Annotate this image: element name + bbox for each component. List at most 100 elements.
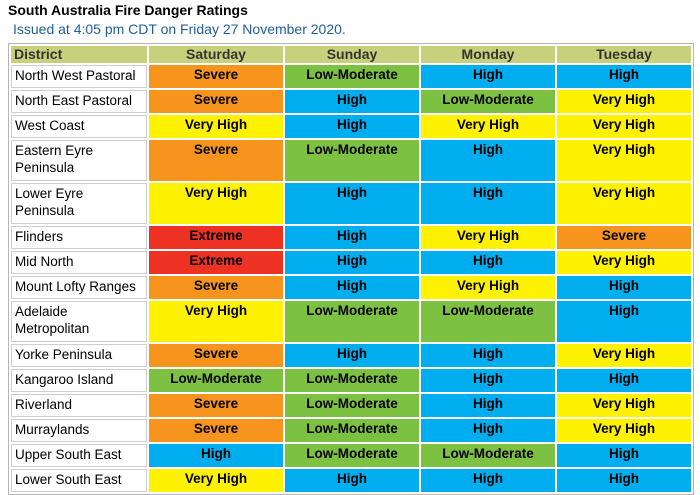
rating-cell: High <box>557 276 691 299</box>
rating-cell: Very High <box>149 115 283 138</box>
rating-cell: High <box>285 344 419 367</box>
district-name: Adelaide Metropolitan <box>11 301 147 342</box>
column-header-district: District <box>11 46 147 63</box>
district-name: Kangaroo Island <box>11 369 147 392</box>
rating-cell: High <box>421 369 555 392</box>
district-name: Lower South East <box>11 469 147 492</box>
rating-cell: Severe <box>149 394 283 417</box>
rating-cell: Severe <box>149 344 283 367</box>
rating-cell: Low-Moderate <box>149 369 283 392</box>
rating-cell: Very High <box>557 183 691 224</box>
rating-cell: High <box>421 394 555 417</box>
fire-danger-table: District Saturday Sunday Monday Tuesday … <box>8 43 694 495</box>
district-name: Riverland <box>11 394 147 417</box>
rating-cell: High <box>421 183 555 224</box>
table-row: Riverland Severe Low-Moderate High Very … <box>11 394 691 417</box>
rating-cell: High <box>557 301 691 342</box>
district-name: West Coast <box>11 115 147 138</box>
rating-cell: High <box>421 251 555 274</box>
table-header-row: District Saturday Sunday Monday Tuesday <box>11 46 691 63</box>
rating-cell: Very High <box>421 115 555 138</box>
rating-cell: High <box>421 344 555 367</box>
rating-cell: Very High <box>557 115 691 138</box>
rating-cell: High <box>557 369 691 392</box>
table-row: Murraylands Severe Low-Moderate High Ver… <box>11 419 691 442</box>
column-header-monday: Monday <box>421 46 555 63</box>
table-row: North East Pastoral Severe High Low-Mode… <box>11 90 691 113</box>
rating-cell: Very High <box>557 251 691 274</box>
district-name: Mount Lofty Ranges <box>11 276 147 299</box>
rating-cell: High <box>285 226 419 249</box>
district-name: Yorke Peninsula <box>11 344 147 367</box>
rating-cell: High <box>421 140 555 181</box>
rating-cell: High <box>285 115 419 138</box>
table-row: Lower South East Very High High High Hig… <box>11 469 691 492</box>
rating-cell: High <box>557 444 691 467</box>
rating-cell: High <box>285 469 419 492</box>
rating-cell: Very High <box>421 276 555 299</box>
rating-cell: Low-Moderate <box>285 65 419 88</box>
rating-cell: Low-Moderate <box>285 394 419 417</box>
table-row: Adelaide Metropolitan Very High Low-Mode… <box>11 301 691 342</box>
district-name: North West Pastoral <box>11 65 147 88</box>
rating-cell: Very High <box>557 419 691 442</box>
rating-cell: Very High <box>149 301 283 342</box>
rating-cell: High <box>285 251 419 274</box>
district-name: Eastern Eyre Peninsula <box>11 140 147 181</box>
fire-danger-page: South Australia Fire Danger Ratings Issu… <box>8 2 694 495</box>
table-row: Lower Eyre Peninsula Very High High High… <box>11 183 691 224</box>
rating-cell: Low-Moderate <box>285 419 419 442</box>
rating-cell: High <box>557 469 691 492</box>
rating-cell: Extreme <box>149 226 283 249</box>
rating-cell: Low-Moderate <box>285 301 419 342</box>
rating-cell: Very High <box>149 469 283 492</box>
rating-cell: Low-Moderate <box>285 140 419 181</box>
rating-cell: Extreme <box>149 251 283 274</box>
table-row: Mount Lofty Ranges Severe High Very High… <box>11 276 691 299</box>
rating-cell: Severe <box>557 226 691 249</box>
rating-cell: Very High <box>557 90 691 113</box>
district-name: Upper South East <box>11 444 147 467</box>
table-row: Flinders Extreme High Very High Severe <box>11 226 691 249</box>
column-header-saturday: Saturday <box>149 46 283 63</box>
rating-cell: Low-Moderate <box>285 444 419 467</box>
rating-cell: Severe <box>149 276 283 299</box>
rating-cell: Severe <box>149 65 283 88</box>
rating-cell: Very High <box>557 344 691 367</box>
table-row: Kangaroo Island Low-Moderate Low-Moderat… <box>11 369 691 392</box>
district-name: North East Pastoral <box>11 90 147 113</box>
rating-cell: Low-Moderate <box>421 444 555 467</box>
column-header-sunday: Sunday <box>285 46 419 63</box>
district-name: Mid North <box>11 251 147 274</box>
rating-cell: Low-Moderate <box>285 369 419 392</box>
table-row: West Coast Very High High Very High Very… <box>11 115 691 138</box>
rating-cell: Very High <box>149 183 283 224</box>
district-name: Murraylands <box>11 419 147 442</box>
rating-cell: Severe <box>149 90 283 113</box>
rating-cell: High <box>149 444 283 467</box>
rating-cell: High <box>421 469 555 492</box>
page-title: South Australia Fire Danger Ratings <box>8 2 248 18</box>
rating-cell: Very High <box>421 226 555 249</box>
district-name: Flinders <box>11 226 147 249</box>
table-row: Upper South East High Low-Moderate Low-M… <box>11 444 691 467</box>
rating-cell: High <box>285 90 419 113</box>
table-row: North West Pastoral Severe Low-Moderate … <box>11 65 691 88</box>
rating-cell: High <box>557 65 691 88</box>
district-name: Lower Eyre Peninsula <box>11 183 147 224</box>
rating-cell: Low-Moderate <box>421 90 555 113</box>
table-row: Mid North Extreme High High Very High <box>11 251 691 274</box>
rating-cell: High <box>421 65 555 88</box>
rating-cell: Low-Moderate <box>421 301 555 342</box>
table-row: Yorke Peninsula Severe High High Very Hi… <box>11 344 691 367</box>
rating-cell: High <box>285 183 419 224</box>
rating-cell: High <box>285 276 419 299</box>
rating-cell: High <box>421 419 555 442</box>
rating-cell: Severe <box>149 419 283 442</box>
table-row: Eastern Eyre Peninsula Severe Low-Modera… <box>11 140 691 181</box>
issued-timestamp: Issued at 4:05 pm CDT on Friday 27 Novem… <box>13 21 346 37</box>
rating-cell: Very High <box>557 394 691 417</box>
rating-cell: Severe <box>149 140 283 181</box>
column-header-tuesday: Tuesday <box>557 46 691 63</box>
rating-cell: Very High <box>557 140 691 181</box>
